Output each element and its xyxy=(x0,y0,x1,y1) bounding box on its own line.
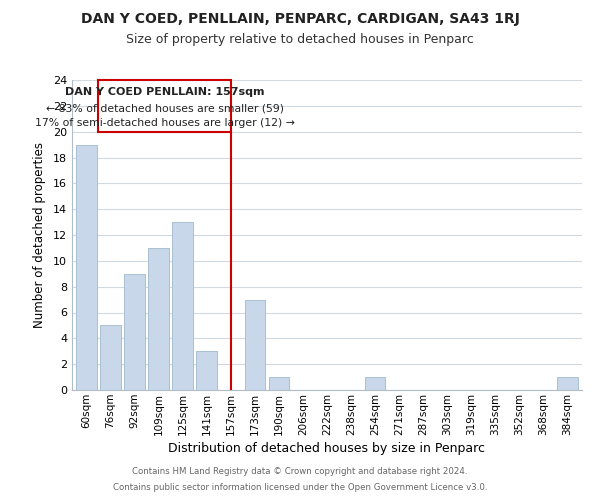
Bar xyxy=(269,377,289,390)
Bar xyxy=(245,300,265,390)
Bar xyxy=(100,326,121,390)
Text: Size of property relative to detached houses in Penparc: Size of property relative to detached ho… xyxy=(126,32,474,46)
Text: 17% of semi-detached houses are larger (12) →: 17% of semi-detached houses are larger (… xyxy=(35,118,295,128)
Text: Contains public sector information licensed under the Open Government Licence v3: Contains public sector information licen… xyxy=(113,484,487,492)
Text: DAN Y COED, PENLLAIN, PENPARC, CARDIGAN, SA43 1RJ: DAN Y COED, PENLLAIN, PENPARC, CARDIGAN,… xyxy=(80,12,520,26)
Bar xyxy=(124,274,145,390)
Bar xyxy=(76,144,97,390)
Text: DAN Y COED PENLLAIN: 157sqm: DAN Y COED PENLLAIN: 157sqm xyxy=(65,86,265,97)
Bar xyxy=(557,377,578,390)
Bar xyxy=(148,248,169,390)
Bar xyxy=(196,351,217,390)
FancyBboxPatch shape xyxy=(98,80,231,132)
Bar xyxy=(172,222,193,390)
Text: ← 83% of detached houses are smaller (59): ← 83% of detached houses are smaller (59… xyxy=(46,104,284,114)
Y-axis label: Number of detached properties: Number of detached properties xyxy=(33,142,46,328)
X-axis label: Distribution of detached houses by size in Penparc: Distribution of detached houses by size … xyxy=(169,442,485,455)
Bar xyxy=(365,377,385,390)
Text: Contains HM Land Registry data © Crown copyright and database right 2024.: Contains HM Land Registry data © Crown c… xyxy=(132,467,468,476)
